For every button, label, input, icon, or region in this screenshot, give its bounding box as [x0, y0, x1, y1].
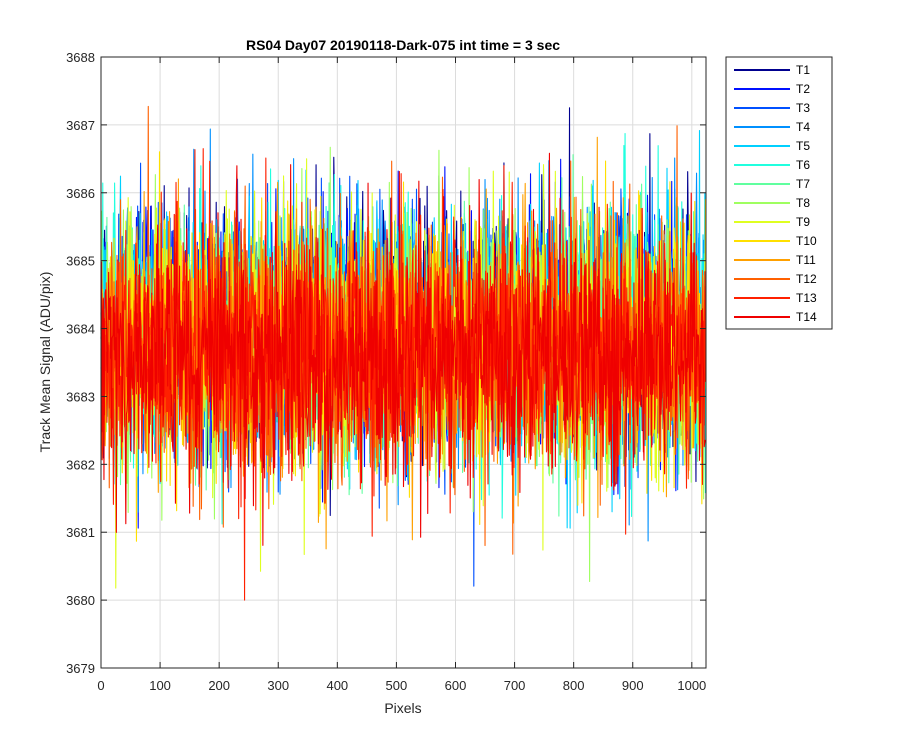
legend-label-t9: T9	[796, 215, 810, 229]
x-tick-label: 1000	[677, 678, 706, 693]
x-tick-label: 300	[267, 678, 289, 693]
legend-label-t10: T10	[796, 234, 817, 248]
legend-label-t14: T14	[796, 310, 817, 324]
y-tick-label: 3688	[66, 50, 95, 65]
x-tick-label: 100	[149, 678, 171, 693]
y-tick-label: 3685	[66, 254, 95, 269]
x-tick-label: 700	[504, 678, 526, 693]
x-tick-label: 400	[326, 678, 348, 693]
legend-label-t3: T3	[796, 101, 810, 115]
legend-label-t4: T4	[796, 120, 810, 134]
y-tick-label: 3680	[66, 593, 95, 608]
chart-title: RS04 Day07 20190118-Dark-075 int time = …	[246, 37, 560, 53]
tick-labels: 0 100 200 300 400 500 600 700 800 900 1000 3679 3680…	[66, 50, 706, 693]
y-tick-label: 3681	[66, 525, 95, 540]
x-axis-label: Pixels	[384, 700, 421, 716]
legend-label-t2: T2	[796, 82, 810, 96]
y-tick-label: 3687	[66, 118, 95, 133]
y-tick-label: 3686	[66, 186, 95, 201]
y-axis-label: Track Mean Signal (ADU/pix)	[37, 272, 53, 453]
legend-label-t13: T13	[796, 291, 817, 305]
legend-label-t8: T8	[796, 196, 810, 210]
plot-frame	[100, 56, 707, 669]
y-tick-label: 3679	[66, 661, 95, 676]
x-tick-label: 0	[97, 678, 104, 693]
plot-series	[100, 105, 706, 601]
x-tick-label: 500	[386, 678, 408, 693]
legend-label-t5: T5	[796, 139, 810, 153]
legend-label-t11: T11	[796, 253, 816, 267]
legend-label-t7: T7	[796, 177, 810, 191]
legend-label-t6: T6	[796, 158, 810, 172]
legend-label-t12: T12	[796, 272, 817, 286]
axes	[100, 56, 707, 669]
x-tick-label: 800	[563, 678, 585, 693]
legend-label-t1: T1	[796, 63, 810, 77]
y-tick-label: 3682	[66, 457, 95, 472]
legend: T1 T2 T3 T4 T5 T6 T7 T8 T9 T10 T11 T12 T13 T14	[725, 56, 833, 330]
x-tick-label: 600	[445, 678, 467, 693]
x-tick-label: 200	[208, 678, 230, 693]
series-line-t14	[100, 152, 706, 546]
legend-box	[725, 56, 833, 330]
x-tick-label: 900	[622, 678, 644, 693]
y-tick-label: 3684	[66, 322, 95, 337]
y-tick-label: 3683	[66, 389, 95, 404]
